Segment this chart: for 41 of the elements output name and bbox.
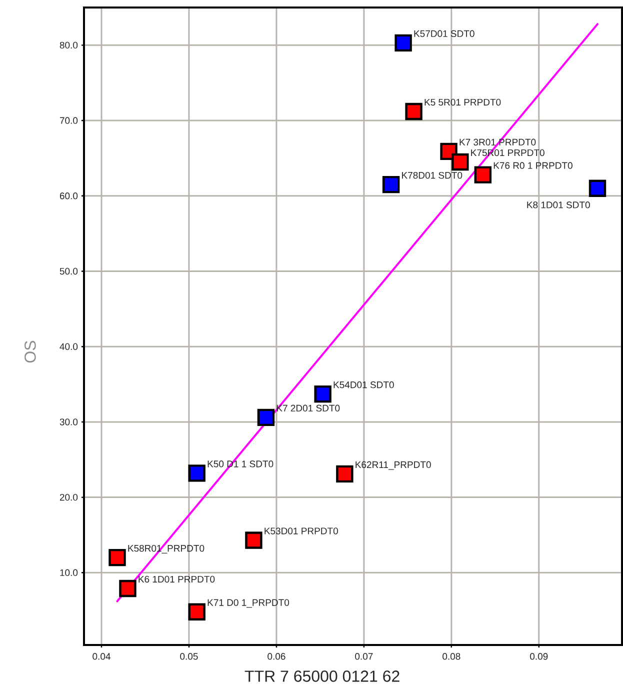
point (257, 408, 275, 426)
y-tick-label: 20.0 (60, 494, 78, 501)
y-tick-label: 70.0 (60, 117, 78, 124)
point (588, 180, 606, 197)
annotation: K62R11_PRPDT0 (356, 461, 431, 470)
point (382, 176, 400, 194)
y-tick-label: 30.0 (60, 418, 78, 426)
point (336, 465, 354, 483)
point (108, 548, 126, 566)
point (188, 464, 206, 482)
point (405, 102, 422, 120)
x-tick-label: 0.05 (180, 653, 198, 660)
x-tick-label: 0.09 (530, 653, 548, 660)
annotation: K7 3R01 PRPDT0 (460, 138, 536, 146)
x-tick-label: 0.04 (92, 653, 110, 660)
annotation: K6 1D01 PRPDT0 (138, 576, 215, 583)
annotation: K78D01 SDT0 (402, 172, 462, 179)
y-tick-label: 40.0 (60, 343, 78, 350)
point (119, 580, 136, 598)
point (474, 166, 492, 184)
annotation: K54D01 SDT0 (334, 381, 394, 388)
x-tick-label: 0.06 (268, 653, 286, 660)
y-tick-label: 80.0 (60, 42, 78, 49)
y-tick-label: 10.0 (60, 569, 78, 576)
x-tick-label: 0.07 (355, 653, 373, 660)
y-axis-title: OS (24, 340, 36, 363)
annotation: K76 R0 1 PRPDT0 (494, 162, 572, 169)
point (188, 603, 206, 620)
point (314, 385, 332, 403)
point (394, 34, 412, 52)
annotation: K53D01 PRPDT0 (264, 528, 338, 534)
annotation: K8 1D01 SDT0 (527, 202, 590, 208)
point (245, 532, 262, 549)
annotation: K71 D0 1_PRPDT0 (208, 599, 290, 608)
x-tick-label: 0.08 (442, 653, 460, 660)
y-tick-label: 50.0 (60, 268, 78, 275)
y-tick-label: 60.0 (60, 192, 78, 200)
point (452, 153, 469, 171)
annotation: K5 5R01 PRPDT0 (424, 98, 501, 106)
x-axis-title: TTR 7 65000 0121 62 (244, 670, 400, 682)
annotation: K57D01 SDT0 (414, 30, 474, 38)
